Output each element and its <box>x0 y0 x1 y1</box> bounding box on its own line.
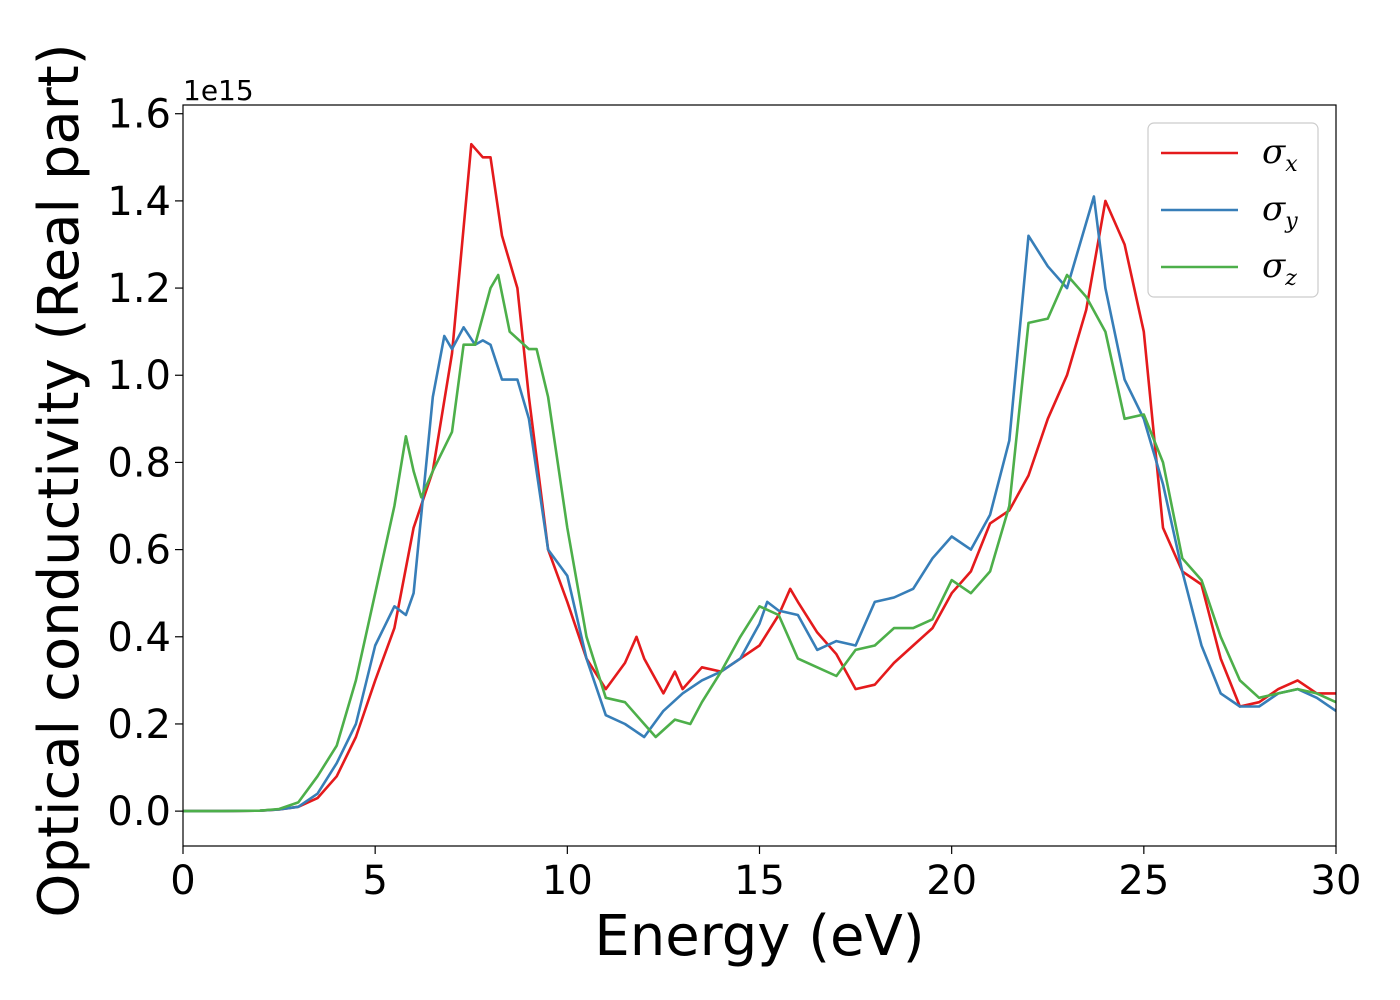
y-axis: 0.0 0.2 0.4 0.6 0.8 1.0 1.2 1.4 1.6 <box>107 92 183 835</box>
series-line-z <box>183 273 1336 813</box>
y-tick-label: 1.6 <box>107 92 171 138</box>
x-tick-label: 25 <box>1118 858 1169 904</box>
x-tick-label: 30 <box>1311 858 1362 904</box>
y-offset-text: 1e15 <box>183 74 254 107</box>
plot-area <box>182 104 1337 847</box>
y-tick-label: 0.4 <box>107 615 171 661</box>
x-tick-label: 10 <box>542 858 593 904</box>
x-tick-label: 20 <box>926 858 977 904</box>
y-tick-label: 0.0 <box>107 789 171 835</box>
y-axis-label: Optical conductivity (Real part) <box>27 43 92 917</box>
y-tick-label: 1.0 <box>107 353 171 399</box>
series-lines <box>183 142 1336 813</box>
x-tick-label: 15 <box>734 858 785 904</box>
x-tick-label: 5 <box>362 858 387 904</box>
x-tick-label: 0 <box>170 858 195 904</box>
y-tick-label: 1.4 <box>107 179 171 225</box>
x-axis: 0 5 10 15 20 25 30 <box>170 846 1361 904</box>
legend-label-y: σy <box>1262 189 1298 234</box>
y-tick-label: 0.6 <box>107 528 171 574</box>
legend-label-z: σz <box>1262 246 1297 291</box>
series-line-y <box>183 195 1336 813</box>
y-tick-label: 0.8 <box>107 440 171 486</box>
legend-label-x: σx <box>1262 132 1298 177</box>
y-tick-label: 0.2 <box>107 702 171 748</box>
x-axis-label: Energy (eV) <box>594 904 924 969</box>
y-tick-label: 1.2 <box>107 266 171 312</box>
legend: σx σy σz <box>1147 122 1319 298</box>
